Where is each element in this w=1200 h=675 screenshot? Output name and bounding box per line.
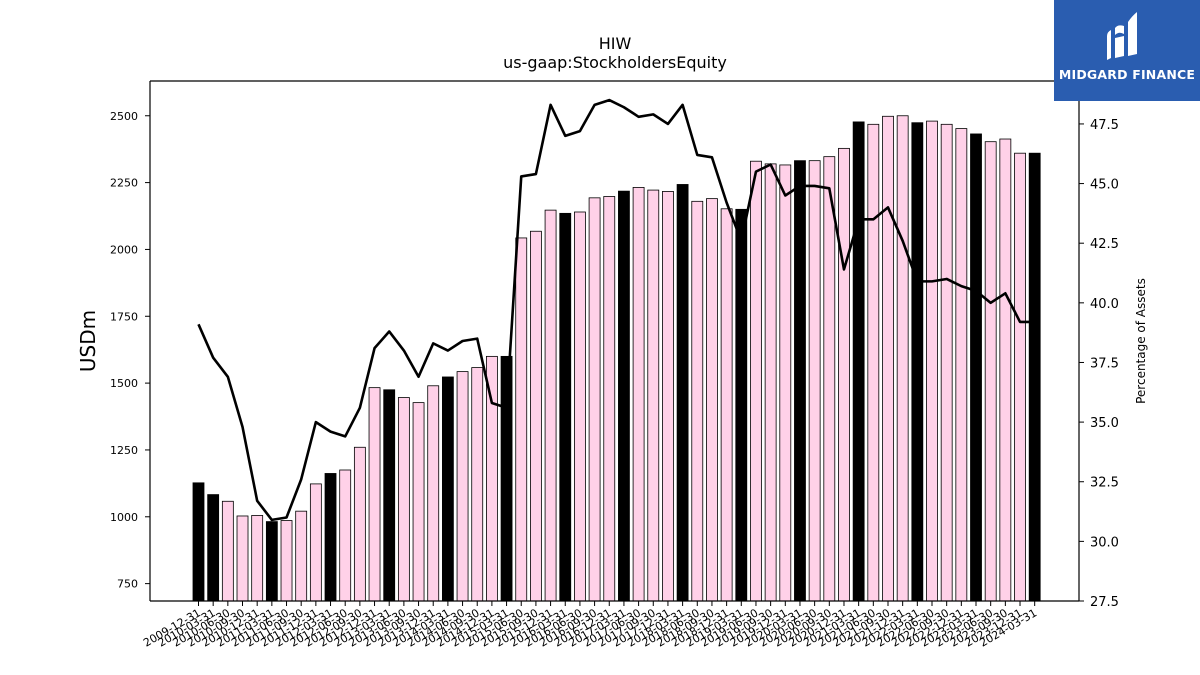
y-tick-label: 2500 bbox=[110, 110, 138, 123]
bar bbox=[383, 389, 396, 602]
bar bbox=[397, 397, 410, 602]
bar bbox=[236, 515, 249, 602]
logo-text: MIDGARD FINANCE bbox=[1058, 67, 1196, 82]
bar bbox=[251, 515, 264, 602]
bar bbox=[720, 208, 733, 602]
bar bbox=[456, 371, 469, 602]
bar bbox=[662, 191, 674, 602]
bar bbox=[574, 211, 586, 602]
y-tick-label: 1500 bbox=[110, 377, 138, 390]
bar bbox=[750, 160, 762, 602]
logo-mark-icon bbox=[1107, 12, 1137, 60]
bar bbox=[221, 500, 234, 602]
bar bbox=[823, 156, 836, 602]
chart-title: HIW bbox=[599, 34, 632, 53]
y2-tick-label: 47.5 bbox=[1090, 118, 1119, 133]
bar bbox=[940, 123, 953, 602]
y2-tick-label: 27.5 bbox=[1090, 595, 1119, 610]
bar bbox=[1028, 152, 1041, 602]
bar bbox=[1014, 152, 1026, 602]
bar bbox=[808, 160, 821, 602]
bar bbox=[588, 197, 601, 602]
bar bbox=[515, 237, 528, 602]
y-tick-label: 750 bbox=[117, 578, 138, 591]
bar bbox=[838, 147, 850, 602]
bar bbox=[867, 123, 880, 602]
bar bbox=[735, 208, 748, 602]
y-tick-label: 1000 bbox=[110, 511, 138, 524]
y-axis-label: USDm bbox=[76, 310, 100, 372]
midgard-finance-logo: MIDGARD FINANCE bbox=[1054, 0, 1200, 101]
bar bbox=[441, 376, 454, 602]
bar bbox=[559, 212, 572, 602]
bar bbox=[192, 482, 205, 602]
bar bbox=[324, 473, 337, 602]
bar bbox=[764, 163, 777, 602]
bar bbox=[368, 387, 381, 602]
bar bbox=[970, 133, 982, 602]
bar bbox=[896, 115, 909, 602]
y-tick-label: 1750 bbox=[110, 310, 138, 323]
y2-tick-label: 35.0 bbox=[1090, 416, 1119, 431]
chart-subtitle: us-gaap:StockholdersEquity bbox=[503, 53, 727, 72]
bar bbox=[339, 469, 352, 602]
bar bbox=[706, 198, 718, 602]
bar bbox=[794, 160, 806, 602]
bar bbox=[309, 483, 322, 602]
y-tick-label: 2000 bbox=[110, 243, 138, 256]
bar bbox=[603, 196, 616, 602]
bar bbox=[471, 367, 484, 602]
bar bbox=[412, 402, 425, 602]
y2-tick-label: 30.0 bbox=[1090, 535, 1119, 550]
bar bbox=[632, 187, 645, 602]
bar bbox=[911, 122, 924, 602]
bar bbox=[544, 209, 557, 602]
series-line bbox=[197, 98, 1035, 522]
bar bbox=[207, 494, 220, 602]
y-tick-label: 2250 bbox=[110, 177, 138, 190]
bar bbox=[926, 120, 938, 602]
bar bbox=[295, 510, 308, 602]
y2-tick-label: 40.0 bbox=[1090, 297, 1119, 312]
bar bbox=[676, 184, 689, 602]
y2-tick-label: 42.5 bbox=[1090, 237, 1119, 252]
y2-tick-label: 45.0 bbox=[1090, 178, 1119, 193]
bar bbox=[427, 385, 440, 602]
bar bbox=[882, 115, 894, 602]
bar bbox=[485, 355, 498, 602]
bar bbox=[984, 141, 997, 602]
bar bbox=[353, 446, 366, 602]
bar bbox=[691, 200, 704, 602]
bar bbox=[955, 128, 968, 602]
bar bbox=[647, 189, 660, 602]
bar bbox=[280, 520, 293, 602]
bar bbox=[530, 230, 542, 602]
bar bbox=[779, 164, 792, 602]
bar bbox=[618, 190, 630, 602]
y-tick-label: 1250 bbox=[110, 444, 138, 457]
y2-tick-label: 32.5 bbox=[1090, 476, 1119, 491]
y2-axis-label: Percentage of Assets bbox=[1134, 278, 1148, 404]
y2-tick-label: 37.5 bbox=[1090, 356, 1119, 371]
bar bbox=[852, 121, 865, 602]
bar bbox=[265, 521, 278, 602]
bar bbox=[999, 138, 1012, 602]
